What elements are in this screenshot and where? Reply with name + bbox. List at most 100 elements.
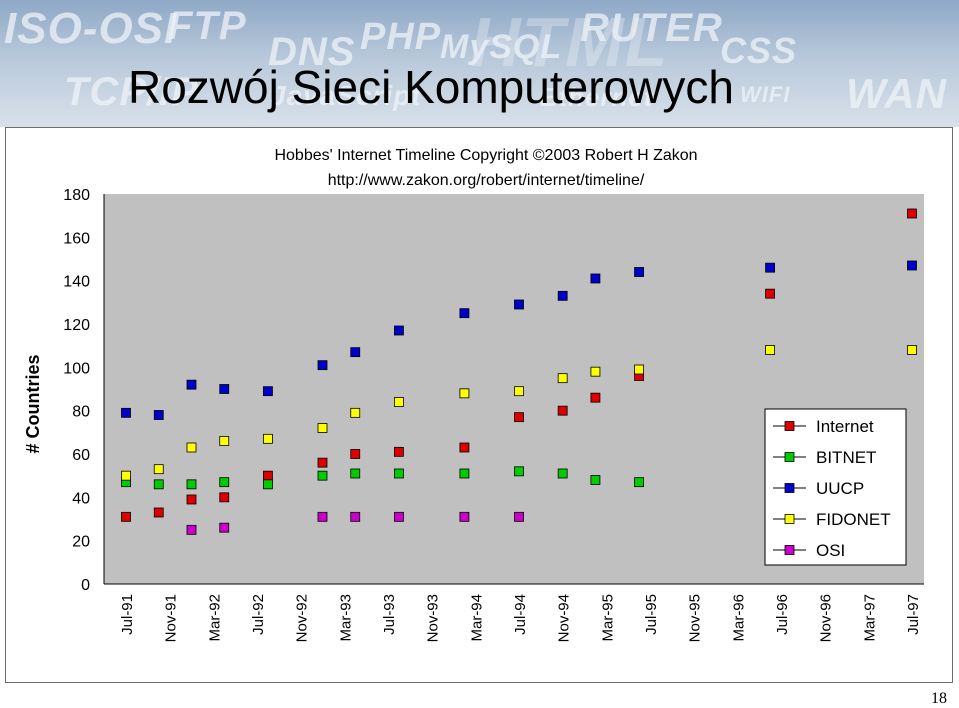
- data-points: [121, 208, 917, 535]
- data-point-fidonet: [317, 423, 328, 433]
- title-banner: ISO-OSI FTP DNS PHP MySQL RUTER CSS TCP/IP JavaS…: [0, 0, 959, 127]
- x-tick-label: Mar-92: [206, 594, 223, 642]
- x-tick-label: Jul-94: [512, 594, 529, 635]
- data-point-osi: [514, 511, 524, 522]
- y-tick-labels: 0 20 40 60 80 100 120 140 160 180: [63, 187, 90, 594]
- legend: Internet BITNET UUCP FIDONET OSI: [764, 408, 907, 566]
- banner-word: FTP: [168, 4, 247, 48]
- data-point-uucp: [350, 347, 361, 358]
- legend-label: FIDONET: [816, 510, 891, 529]
- y-tick-label: 40: [72, 490, 90, 507]
- legend-marker-bitnet: [784, 452, 795, 462]
- y-tick-label: 80: [72, 404, 90, 421]
- y-tick-label: 160: [63, 230, 90, 247]
- x-tick-label: Mar-96: [730, 594, 747, 642]
- data-point-fidonet: [765, 345, 775, 355]
- x-tick-label: Nov-91: [163, 594, 180, 642]
- page-number: 18: [931, 690, 947, 707]
- legend-marker-osi: [784, 545, 795, 555]
- data-point-uucp: [514, 299, 524, 310]
- legend-label: UUCP: [816, 479, 864, 498]
- x-tick-label: Nov-96: [818, 594, 835, 642]
- data-point-fidonet: [590, 366, 601, 377]
- data-point-internet: [557, 405, 568, 416]
- data-point-bitnet: [557, 468, 568, 479]
- banner-word: Ethernet: [540, 82, 654, 112]
- data-point-uucp: [590, 273, 601, 284]
- legend-marker-uucp: [784, 483, 795, 493]
- data-point-uucp: [186, 379, 197, 390]
- legend-marker-fidonet: [784, 514, 795, 524]
- data-point-osi: [186, 524, 197, 535]
- data-point-internet: [350, 449, 361, 459]
- data-point-uucp: [263, 386, 273, 397]
- x-tick-label: Jul-92: [250, 594, 267, 635]
- data-point-internet: [263, 470, 273, 481]
- x-tick-label: Jul-91: [119, 594, 136, 635]
- y-axis-label: # Countries: [23, 354, 43, 453]
- banner-word: RUTER: [580, 6, 723, 50]
- legend-marker-internet: [784, 421, 795, 431]
- x-tick-label: Mar-95: [599, 594, 616, 642]
- data-point-internet: [459, 442, 470, 453]
- data-point-uucp: [121, 407, 131, 418]
- data-point-fidonet: [459, 388, 470, 399]
- banner-word: DNS: [268, 30, 356, 74]
- data-point-osi: [459, 511, 470, 522]
- x-tick-label: Jul-93: [381, 594, 398, 635]
- banner-word: TCP/IP: [64, 70, 199, 114]
- data-point-bitnet: [394, 468, 404, 479]
- data-point-uucp: [317, 360, 328, 371]
- banner-word: CSS: [720, 30, 798, 71]
- data-point-fidonet: [219, 436, 230, 446]
- x-tick-label: Jul-96: [774, 594, 791, 635]
- legend-label: BITNET: [816, 448, 876, 467]
- banner-word: JavaScript: [270, 80, 422, 111]
- chart-frame: Hobbes' Internet Timeline Copyright ©200…: [5, 127, 953, 683]
- data-point-uucp: [153, 410, 164, 420]
- data-point-internet: [186, 494, 197, 505]
- data-point-internet: [765, 288, 775, 299]
- data-point-fidonet: [394, 397, 404, 407]
- banner-word: MySQL: [440, 28, 563, 66]
- data-point-uucp: [394, 325, 404, 336]
- x-tick-label: Jul-95: [643, 594, 660, 635]
- y-tick-label: 0: [81, 577, 90, 594]
- data-point-uucp: [765, 262, 775, 273]
- x-tick-label: Mar-97: [861, 594, 878, 642]
- data-point-bitnet: [186, 479, 197, 490]
- data-point-fidonet: [153, 464, 164, 475]
- data-point-osi: [394, 511, 404, 522]
- x-tick-labels: Jul-91 Nov-91 Mar-92 Jul-92 Nov-92 Mar-93 Jul-…: [119, 594, 922, 642]
- y-tick-label: 20: [72, 534, 90, 551]
- data-point-bitnet: [219, 477, 230, 488]
- data-point-fidonet: [907, 345, 917, 355]
- data-point-bitnet: [350, 468, 361, 479]
- data-point-internet: [121, 511, 131, 522]
- y-tick-label: 140: [63, 274, 90, 291]
- banner-word: PHP: [360, 16, 442, 58]
- x-tick-label: Nov-92: [294, 594, 311, 642]
- data-point-uucp: [634, 267, 644, 277]
- data-point-osi: [350, 511, 361, 522]
- data-point-fidonet: [350, 407, 361, 418]
- banner-word: HTML: [470, 3, 669, 81]
- y-tick-label: 180: [63, 187, 90, 204]
- data-point-bitnet: [263, 479, 273, 490]
- data-point-internet: [590, 392, 601, 403]
- data-point-fidonet: [557, 373, 568, 384]
- x-tick-label: Jul-97: [905, 594, 922, 635]
- data-point-bitnet: [317, 470, 328, 481]
- y-tick-label: 100: [63, 360, 90, 377]
- data-point-bitnet: [590, 475, 601, 485]
- data-point-internet: [514, 412, 524, 423]
- data-point-bitnet: [459, 468, 470, 479]
- data-point-uucp: [459, 308, 470, 319]
- data-point-uucp: [219, 384, 230, 394]
- data-point-internet: [394, 446, 404, 457]
- y-tick-label: 120: [63, 317, 90, 334]
- banner-word: WAN: [846, 70, 947, 117]
- y-tick-label: 60: [72, 447, 90, 464]
- data-point-internet: [153, 507, 164, 518]
- slide-title: Rozwój Sieci Komputerowych: [128, 61, 734, 113]
